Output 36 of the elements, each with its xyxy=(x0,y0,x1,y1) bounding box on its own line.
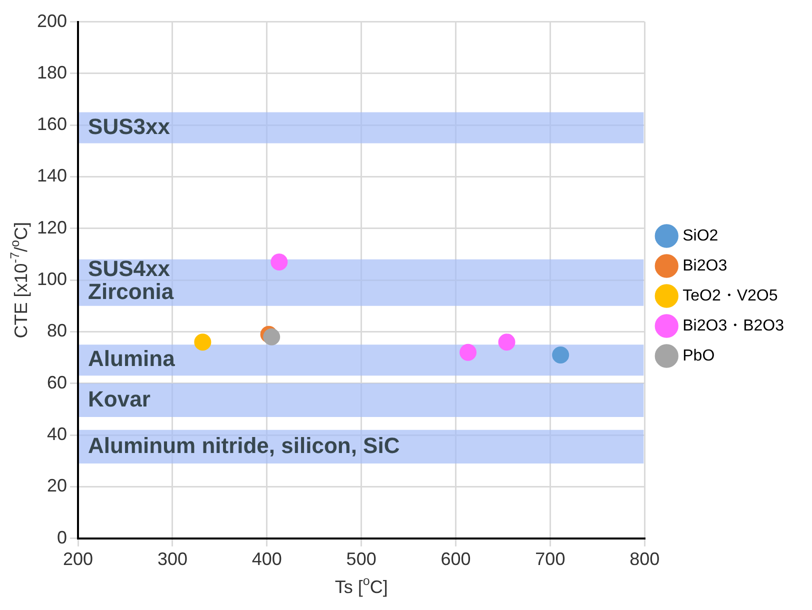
point xyxy=(552,346,570,364)
y-tick-label: 180 xyxy=(36,62,68,82)
x-tick-label: 700 xyxy=(535,549,566,570)
y-axis-title: CTE [x10-7/oC] xyxy=(8,222,31,338)
y-tick-label: 140 xyxy=(36,166,68,186)
point xyxy=(194,334,212,351)
x-tick-label: 800 xyxy=(630,549,660,570)
band-label: Kovar xyxy=(88,386,151,412)
legend-label: SiO2 xyxy=(682,227,718,244)
band-label: Alumina xyxy=(88,346,176,372)
x-tick-label: 300 xyxy=(157,549,188,570)
legend-label: Bi2O3・B2O3 xyxy=(682,317,784,334)
x-tick-label: 500 xyxy=(346,549,376,570)
point xyxy=(270,254,288,271)
band-label: SUS3xx xyxy=(88,114,171,139)
band-label: SUS4xx xyxy=(88,256,171,281)
y-tick-label: 20 xyxy=(47,476,68,496)
point xyxy=(498,334,516,351)
y-tick-label: 60 xyxy=(47,372,68,392)
y-tick-label: 120 xyxy=(36,217,68,238)
y-tick-label: 200 xyxy=(36,10,68,31)
point xyxy=(460,344,477,361)
y-tick-label: 80 xyxy=(47,320,68,341)
legend-label: TeO2・V2O5 xyxy=(682,287,778,304)
x-tick-label: 400 xyxy=(252,549,282,570)
legend-label: PbO xyxy=(682,347,715,364)
legend-label: Bi2O3 xyxy=(682,257,728,274)
x-tick-label: 200 xyxy=(63,549,94,570)
y-tick-label: 160 xyxy=(36,114,68,134)
y-tick-label: 0 xyxy=(57,527,68,548)
band-label: Aluminum nitride, silicon, SiC xyxy=(88,432,400,458)
point xyxy=(263,328,280,346)
x-tick-label: 600 xyxy=(440,549,471,570)
y-tick-label: 40 xyxy=(47,424,68,444)
band-label: Zirconia xyxy=(88,279,174,304)
y-tick-label: 100 xyxy=(36,269,68,290)
